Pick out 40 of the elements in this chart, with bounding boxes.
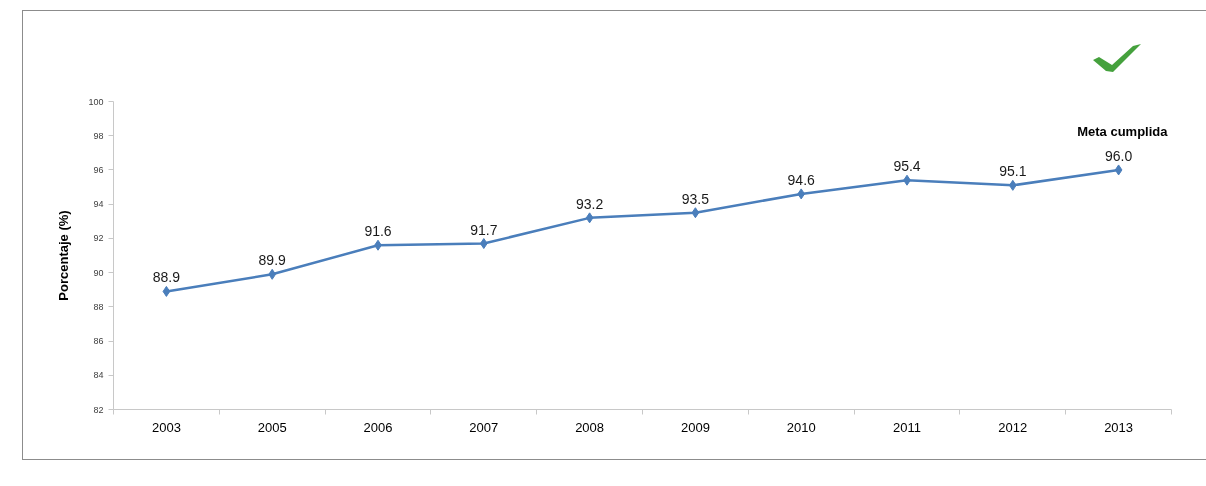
data-label: 91.6: [364, 223, 392, 240]
data-label: 91.7: [470, 221, 498, 238]
data-label: 88.9: [152, 269, 181, 286]
data-label: 93.5: [681, 190, 710, 207]
x-tick-label: 2011: [893, 419, 921, 435]
x-tick-label: 2003: [151, 419, 181, 435]
point: [1008, 179, 1017, 191]
y-tick-label: 90: [93, 267, 104, 278]
x-tick-label: 2007: [469, 419, 499, 435]
y-tick-label: 86: [93, 336, 104, 347]
y-tick-label: 94: [93, 199, 104, 210]
y-tick-label: 84: [93, 370, 104, 381]
data-label: 93.2: [575, 195, 604, 212]
data-label: 89.9: [258, 252, 287, 269]
data-label: 95.4: [893, 158, 921, 175]
y-tick-label: 92: [93, 233, 104, 244]
x-tick-label: 2013: [1104, 419, 1134, 435]
x-tick-label: 2006: [363, 419, 393, 435]
point: [162, 285, 171, 297]
data-label: 94.6: [787, 171, 816, 188]
y-axis-title: Porcentaje (%): [56, 210, 72, 301]
x-tick-label: 2005: [257, 419, 287, 435]
point: [1114, 164, 1123, 176]
annotation: Meta cumplida: [1077, 124, 1169, 139]
y-tick-label: 96: [93, 164, 104, 175]
x-tick-label: 2012: [998, 419, 1028, 435]
y-tick-label: 100: [88, 96, 104, 107]
y-tick-label: 98: [93, 130, 104, 141]
point: [268, 268, 277, 280]
y-tick-label: 88: [93, 301, 104, 312]
point: [479, 238, 488, 250]
y-tick-label: 82: [93, 404, 104, 415]
x-tick-label: 2008: [575, 419, 605, 435]
point: [691, 207, 700, 219]
x-tick-label: 2010: [786, 419, 816, 435]
point: [585, 212, 594, 224]
data-label: 96.0: [1104, 147, 1133, 164]
data-label: 95.1: [999, 163, 1027, 180]
x-tick-label: 2009: [680, 419, 710, 435]
point: [797, 188, 806, 200]
